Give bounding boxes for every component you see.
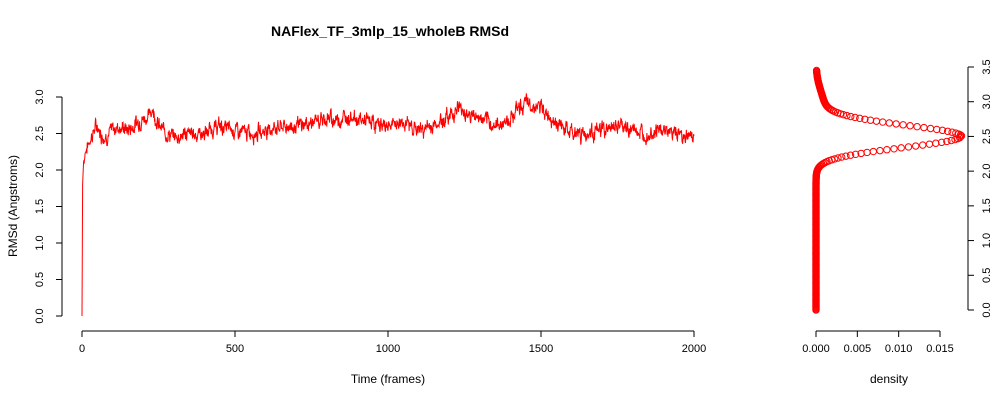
x-tick-label: 0: [79, 343, 85, 355]
density-point: [863, 148, 871, 157]
density-x-axis-label: density: [870, 372, 908, 386]
density-x-axis-ticks: 0.000 0.005 0.010 0.015: [802, 331, 954, 355]
density-y-tick-label: 0.5: [981, 268, 993, 283]
density-point: [947, 136, 956, 145]
density-y-tick-label: 1.5: [981, 198, 993, 213]
density-point: [899, 121, 907, 129]
x-axis-label: Time (frames): [351, 372, 425, 386]
y-tick-label: 2.0: [34, 162, 46, 177]
x-tick-label: 1500: [529, 343, 553, 355]
density-point: [920, 123, 928, 132]
density-point: [834, 154, 842, 162]
density-y-tick-label: 3.0: [981, 94, 993, 109]
density-point: [925, 140, 934, 148]
density-point: [943, 137, 951, 146]
density-point: [846, 151, 855, 159]
density-point: [883, 146, 891, 154]
x-axis-ticks: 0 500 1000 1500 2000: [79, 331, 706, 355]
density-point: [952, 129, 960, 137]
density-point: [847, 112, 855, 121]
density-point: [932, 139, 940, 147]
density-point: [851, 150, 860, 159]
density-point: [906, 122, 914, 130]
density-point: [812, 66, 821, 75]
density-point: [919, 141, 927, 149]
density-point: [937, 138, 946, 147]
density-points: [812, 66, 966, 314]
rmsd-series-line: [81, 92, 695, 317]
density-point: [861, 115, 869, 124]
density-x-tick-label: 0.015: [926, 343, 954, 355]
density-point: [879, 118, 887, 126]
density-point: [904, 143, 913, 151]
density-point: [890, 145, 898, 153]
density-point: [897, 144, 905, 152]
x-tick-label: 500: [226, 343, 244, 355]
density-x-tick-label: 0.005: [844, 343, 872, 355]
y-tick-label: 0.0: [34, 308, 46, 323]
density-point: [856, 114, 864, 123]
density-y-tick-label: 0.0: [981, 302, 993, 317]
density-y-axis-ticks: 0.0 0.5 1.0 1.5 2.0 2.5 3.0 3.5: [968, 59, 993, 318]
density-point: [838, 153, 846, 161]
density-point: [948, 128, 956, 136]
density-y-tick-label: 3.5: [981, 59, 993, 74]
y-tick-label: 2.5: [34, 126, 46, 141]
density-point: [943, 127, 952, 135]
density-point: [869, 147, 878, 156]
density-x-tick-label: 0.010: [885, 343, 913, 355]
rmsd-plot: 0 500 1000 1500 2000 0.0 0.5 1.0 1.5 2.0 2.5 3.0 T…: [6, 89, 706, 386]
density-point: [938, 126, 947, 135]
x-tick-label: 2000: [682, 343, 706, 355]
y-tick-label: 1.0: [34, 235, 46, 250]
y-axis-label: RMSd (Angstroms): [6, 155, 20, 257]
density-point: [842, 152, 850, 160]
density-point: [866, 116, 875, 124]
density-point: [892, 120, 900, 128]
density-point: [830, 155, 839, 163]
density-y-tick-label: 2.0: [981, 163, 993, 178]
y-tick-label: 3.0: [34, 89, 46, 104]
y-axis-ticks: 0.0 0.5 1.0 1.5 2.0 2.5 3.0: [34, 89, 62, 324]
density-point: [911, 142, 920, 150]
density-point: [872, 117, 881, 125]
density-point: [876, 146, 884, 155]
density-point: [885, 119, 894, 127]
density-point: [819, 159, 828, 168]
density-point: [843, 111, 851, 120]
density-plot: 0.000 0.005 0.010 0.015 0.0 0.5 1.0 1.5 2.0 2.5 3…: [802, 59, 993, 386]
density-point: [926, 124, 935, 133]
y-tick-label: 0.5: [34, 272, 46, 287]
density-y-tick-label: 2.5: [981, 129, 993, 144]
chart-title: NAFlex_TF_3mlp_15_wholeB RMSd: [271, 23, 509, 39]
x-tick-label: 1000: [376, 343, 400, 355]
density-x-tick-label: 0.000: [802, 343, 830, 355]
density-y-tick-label: 1.0: [981, 233, 993, 248]
y-tick-label: 1.5: [34, 199, 46, 214]
density-point: [913, 122, 921, 131]
density-point: [851, 113, 859, 122]
